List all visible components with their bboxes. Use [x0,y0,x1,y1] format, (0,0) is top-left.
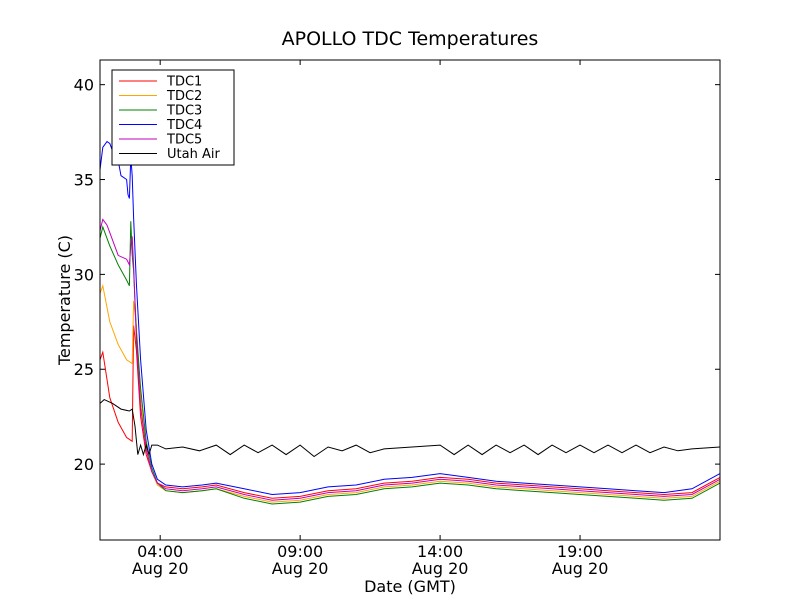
y-tick-label: 25 [74,360,94,379]
series-line-tdc4 [100,140,720,496]
series-line-tdc1 [100,325,720,499]
y-axis-label: Temperature (C) [55,235,74,366]
y-tick-label: 20 [74,455,94,474]
legend-label-tdc1: TDC1 [166,75,202,90]
series-layer [100,140,720,505]
series-line-tdc2 [100,283,720,503]
chart-title: APOLLO TDC Temperatures [282,28,539,50]
series-line-tdc5 [100,218,720,501]
x-tick-label-time: 04:00 [137,542,183,561]
x-tick-label-time: 14:00 [417,542,463,561]
legend-label-tdc5: TDC5 [166,133,202,148]
x-tick-label-date: Aug 20 [132,559,189,578]
series-line-tdc3 [100,221,720,505]
x-tick-label-date: Aug 20 [272,559,329,578]
legend-label-tdc4: TDC4 [166,118,202,133]
x-tick-label-date: Aug 20 [412,559,469,578]
y-tick-label: 40 [74,76,94,95]
legend-label-tdc2: TDC2 [166,89,202,104]
series-line-utah-air [100,399,720,458]
plot-frame [99,59,721,541]
x-tick-label-date: Aug 20 [552,559,609,578]
x-tick-label-time: 09:00 [277,542,323,561]
x-axis-label: Date (GMT) [364,577,456,596]
y-tick-label: 35 [74,171,94,190]
x-tick-label-time: 19:00 [557,542,603,561]
y-tick-label: 30 [74,265,94,284]
legend-label-utah-air: Utah Air [167,147,220,162]
legend-box [111,69,235,166]
legend-label-tdc3: TDC3 [166,104,202,119]
